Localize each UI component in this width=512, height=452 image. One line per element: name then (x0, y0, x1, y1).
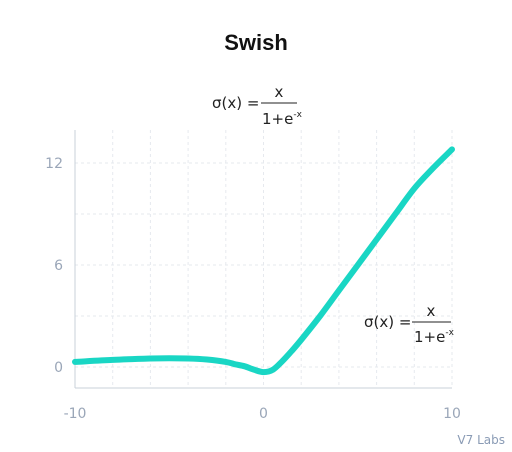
formula-right-denominator: 1+e-x (414, 328, 455, 346)
swish-series-line (72, 146, 455, 376)
formula-right-numerator: x (427, 302, 436, 320)
formula-top-numerator: x (275, 83, 284, 101)
formula-top-exponent: -x (293, 110, 302, 120)
x-tick-label: -10 (64, 406, 87, 422)
x-tick-labels: -10 0 10 (64, 406, 461, 422)
grid (75, 130, 453, 388)
y-tick-label: 6 (54, 258, 63, 274)
formula-right-denominator-base: 1+e (414, 328, 445, 346)
x-tick-label: 10 (443, 406, 461, 422)
formula-annotation-top: σ(x) = x 1+e-x (212, 83, 303, 128)
formula-annotation-right: σ(x) = x 1+e-x (364, 302, 455, 346)
watermark: V7 Labs (457, 433, 505, 447)
chart-title: Swish (224, 30, 288, 55)
y-tick-labels: 0 6 12 (45, 156, 63, 376)
formula-top-denominator-base: 1+e (262, 110, 293, 128)
formula-right-exponent: -x (445, 328, 454, 338)
y-tick-label: 0 (54, 360, 63, 376)
formula-top-lhs: σ(x) = (212, 94, 259, 112)
y-tick-label: 12 (45, 156, 63, 172)
formula-top-denominator: 1+e-x (262, 110, 303, 128)
x-tick-label: 0 (259, 406, 268, 422)
formula-right-lhs: σ(x) = (364, 313, 411, 331)
